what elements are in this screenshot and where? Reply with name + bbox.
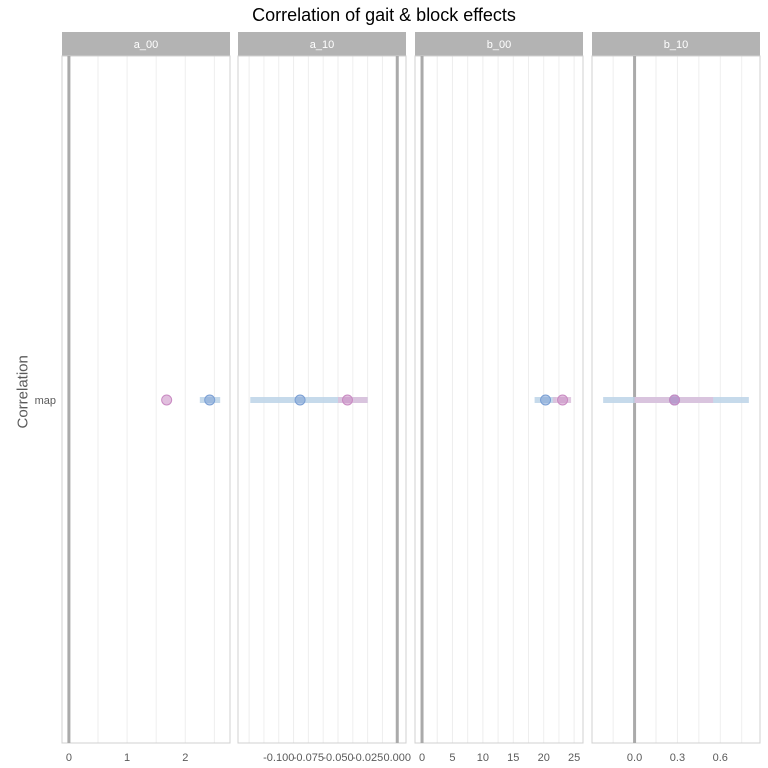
x-tick-label: 15: [507, 752, 519, 764]
data-point-pink: [557, 394, 569, 406]
data-point-pink: [161, 394, 173, 406]
facet-strip: [415, 32, 583, 56]
data-point-blue: [294, 394, 306, 406]
facet-strip: [592, 32, 760, 56]
x-tick-label: 0.000: [383, 752, 411, 764]
panel-border: [237, 55, 407, 744]
data-point-blue: [204, 394, 216, 406]
facet-strip: [62, 32, 230, 56]
x-tick-label: 20: [538, 752, 550, 764]
x-tick-label: 10: [477, 752, 489, 764]
x-tick-label: -0.100: [263, 752, 294, 764]
x-tick-label: 0.6: [713, 752, 728, 764]
facet-strip-label: a_00: [134, 39, 158, 51]
x-tick-label: 0: [419, 752, 425, 764]
data-point-blue: [540, 394, 552, 406]
x-tick-label: 25: [568, 752, 580, 764]
facet-strip-label: b_10: [664, 39, 688, 51]
data-point-pink: [341, 394, 353, 406]
x-tick-label: -0.050: [322, 752, 353, 764]
facet-strip-label: a_10: [310, 39, 334, 51]
y-tick-label: map: [35, 395, 56, 407]
x-tick-label: 1: [124, 752, 130, 764]
x-tick-label: 0.3: [670, 752, 685, 764]
data-point-pink: [669, 394, 681, 406]
facet-strip: [238, 32, 406, 56]
x-tick-label: -0.075: [293, 752, 324, 764]
x-tick-label: 0.0: [627, 752, 642, 764]
facet-strip-label: b_00: [487, 39, 511, 51]
x-tick-label: 5: [449, 752, 455, 764]
x-tick-label: 2: [182, 752, 188, 764]
chart-title: Correlation of gait & block effects: [252, 5, 516, 25]
x-tick-label: -0.025: [352, 752, 383, 764]
panel-border: [414, 55, 584, 744]
x-tick-label: 0: [66, 752, 72, 764]
panel-border: [591, 55, 761, 744]
panel-border: [61, 55, 231, 744]
